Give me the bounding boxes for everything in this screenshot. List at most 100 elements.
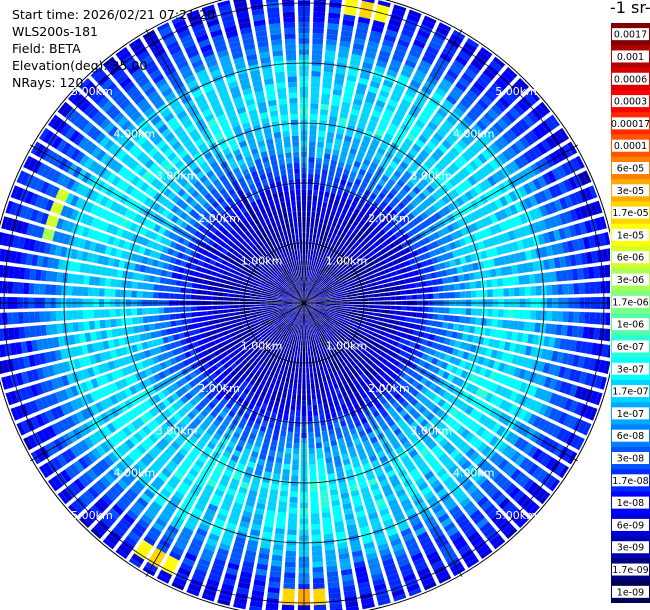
ppi-cell: [355, 383, 362, 391]
ppi-cell: [290, 315, 295, 321]
ppi-cell: [448, 131, 460, 142]
ppi-cell: [305, 356, 309, 363]
ppi-cell: [179, 353, 187, 361]
ppi-cell: [561, 430, 572, 444]
ppi-cell: [479, 521, 492, 534]
ppi-cell: [390, 389, 398, 397]
ppi-cell: [559, 197, 569, 210]
ppi-cell: [203, 418, 212, 427]
ppi-cell: [152, 430, 163, 440]
ppi-cell: [325, 225, 331, 232]
ppi-cell: [534, 207, 543, 219]
ppi-cell: [227, 389, 235, 397]
ppi-cell: [237, 377, 245, 384]
ppi-cell: [312, 200, 317, 207]
ppi-cell: [367, 330, 374, 336]
ppi-cell: [91, 448, 102, 460]
ppi-cell: [348, 347, 355, 354]
ppi-cell: [315, 280, 320, 286]
ppi-cell: [329, 110, 339, 117]
ppi-cell: [433, 335, 441, 343]
ppi-cell: [175, 422, 185, 432]
ppi-cell: [320, 103, 329, 111]
ppi-cell: [418, 359, 426, 367]
ppi-cell: [410, 283, 417, 289]
ppi-cell: [173, 576, 187, 587]
ppi-cell: [413, 172, 423, 181]
ppi-cell: [442, 99, 454, 110]
ppi-cell: [255, 324, 262, 329]
ppi-cell: [267, 499, 277, 507]
ppi-cell: [323, 280, 329, 286]
ppi-cell: [289, 491, 298, 498]
ppi-cell: [353, 358, 360, 365]
ppi-cell: [269, 371, 275, 378]
ppi-cell: [118, 544, 132, 556]
ppi-cell: [61, 375, 70, 387]
ppi-cell: [318, 125, 327, 132]
ppi-cell: [364, 346, 371, 352]
ppi-cell: [225, 414, 233, 423]
ppi-cell: [102, 362, 111, 373]
ppi-cell: [361, 269, 368, 275]
ppi-cell: [386, 469, 396, 478]
ppi-cell: [245, 550, 257, 558]
ppi-cell: [222, 370, 230, 377]
ppi-cell: [406, 13, 421, 23]
ppi-cell: [362, 536, 374, 545]
ppi-cell: [467, 353, 475, 362]
ppi-cell: [261, 443, 270, 450]
ppi-cell: [189, 371, 197, 379]
ppi-cell: [505, 163, 515, 175]
ppi-cell: [506, 353, 514, 364]
ppi-cell: [323, 219, 328, 226]
ppi-cell: [346, 350, 352, 357]
ppi-cell: [382, 39, 395, 48]
ppi-cell: [279, 327, 285, 333]
ppi-cell: [24, 402, 34, 415]
ppi-cell: [316, 290, 322, 294]
ppi-cell: [530, 346, 538, 358]
ppi-cell: [470, 281, 477, 289]
ppi-cell: [157, 391, 166, 400]
ppi-cell: [318, 337, 323, 343]
ppi-cell: [129, 505, 142, 517]
ppi-cell: [342, 458, 351, 466]
ppi-cell: [372, 441, 381, 449]
ppi-cell: [154, 496, 166, 507]
ppi-cell: [329, 215, 335, 222]
ppi-cell: [318, 190, 324, 197]
ppi-cell: [210, 364, 218, 372]
ppi-cell: [129, 385, 138, 395]
ppi-cell: [327, 350, 332, 357]
ppi-cell: [301, 319, 303, 325]
ppi-cell: [394, 315, 401, 321]
ppi-cell: [379, 270, 386, 276]
ppi-cell: [281, 347, 286, 353]
ppi-cell: [322, 82, 332, 89]
ppi-cell: [365, 321, 372, 326]
ppi-cell: [213, 432, 222, 441]
ppi-cell: [310, 108, 319, 115]
ppi-cell: [316, 393, 322, 400]
ppi-cell: [489, 534, 503, 546]
ppi-cell: [293, 378, 298, 384]
ppi-cell: [452, 509, 464, 521]
ppi-cell: [430, 116, 441, 127]
ppi-cell: [479, 229, 487, 239]
ppi-cell: [16, 422, 26, 436]
ppi-cell: [255, 333, 261, 339]
ppi-cell: [207, 479, 217, 488]
ppi-cell: [326, 325, 332, 331]
ppi-cell: [251, 360, 258, 367]
ppi-cell: [301, 308, 303, 314]
ppi-cell: [400, 69, 412, 79]
ppi-cell: [327, 126, 336, 133]
ppi-cell: [415, 374, 424, 382]
ppi-cell: [405, 152, 415, 161]
ppi-cell: [361, 314, 368, 318]
ppi-cell: [273, 343, 279, 349]
ppi-cell: [412, 472, 423, 482]
ppi-cell: [356, 576, 370, 585]
ppi-cell: [375, 402, 383, 410]
